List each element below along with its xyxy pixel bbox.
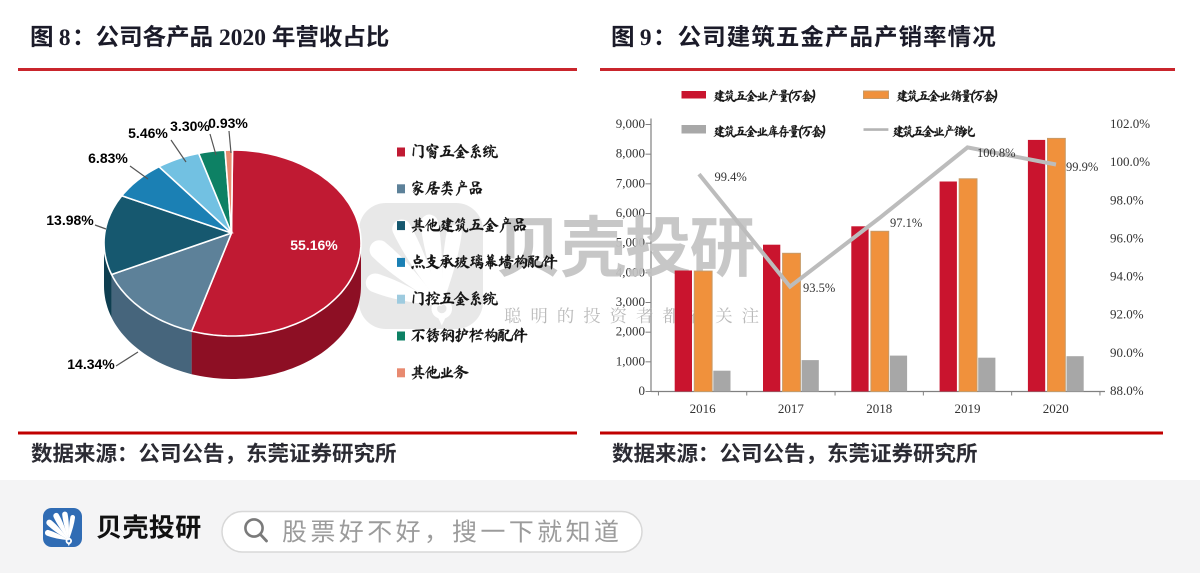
svg-text:2017: 2017 [778, 401, 805, 416]
svg-text:96.0%: 96.0% [1110, 230, 1144, 245]
svg-text:98.0%: 98.0% [1110, 192, 1144, 207]
svg-text:3,000: 3,000 [616, 294, 645, 309]
svg-text:92.0%: 92.0% [1110, 307, 1144, 322]
svg-text:2,000: 2,000 [616, 324, 645, 339]
svg-text:102.0%: 102.0% [1110, 116, 1150, 131]
svg-text:8,000: 8,000 [616, 146, 645, 161]
svg-text:100.0%: 100.0% [1110, 154, 1150, 169]
svg-text:97.1%: 97.1% [890, 216, 922, 230]
svg-text:7,000: 7,000 [616, 175, 645, 190]
svg-text:99.4%: 99.4% [715, 170, 747, 184]
svg-text:2019: 2019 [955, 401, 981, 416]
svg-text:3.30%: 3.30% [170, 118, 210, 134]
svg-text:0.93%: 0.93% [208, 115, 248, 131]
svg-text:93.5%: 93.5% [803, 281, 835, 295]
svg-text:99.9%: 99.9% [1066, 160, 1098, 174]
svg-text:0: 0 [639, 383, 646, 398]
svg-text:90.0%: 90.0% [1110, 345, 1144, 360]
svg-text:13.98%: 13.98% [46, 212, 94, 228]
svg-text:2018: 2018 [866, 401, 892, 416]
svg-text:5.46%: 5.46% [128, 125, 168, 141]
svg-text:94.0%: 94.0% [1110, 269, 1144, 284]
svg-text:6.83%: 6.83% [88, 150, 128, 166]
svg-text:100.8%: 100.8% [977, 146, 1016, 160]
svg-text:55.16%: 55.16% [290, 237, 338, 253]
svg-text:2016: 2016 [690, 401, 717, 416]
svg-text:14.34%: 14.34% [67, 356, 115, 372]
svg-text:1,000: 1,000 [616, 353, 645, 368]
svg-text:2020: 2020 [1043, 401, 1069, 416]
svg-text:9,000: 9,000 [616, 116, 645, 131]
svg-text:88.0%: 88.0% [1110, 383, 1144, 398]
